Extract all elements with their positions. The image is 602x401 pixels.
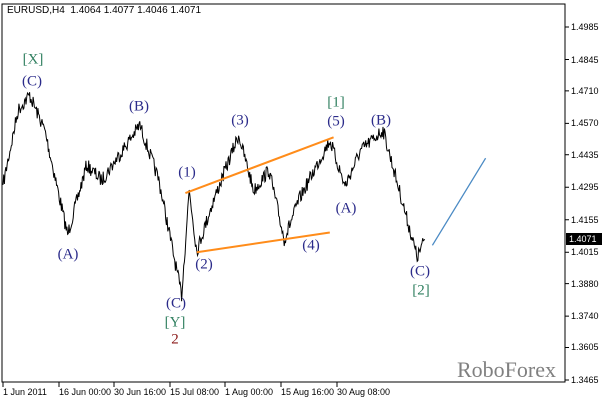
y-tick-label: 1.4155 xyxy=(571,214,599,225)
wave-label: (4) xyxy=(302,237,320,254)
wave-label: [1] xyxy=(327,94,345,111)
wave-label: (A) xyxy=(335,200,357,217)
y-tick-label: 1.4985 xyxy=(571,22,599,32)
watermark: RoboForex xyxy=(457,357,556,382)
wave-label: (B) xyxy=(371,112,391,129)
wave-label: (B) xyxy=(129,98,149,115)
x-tick-label: 15 Aug 16:00 xyxy=(281,387,335,397)
wave-label: (2) xyxy=(195,256,213,273)
y-tick-label: 1.4295 xyxy=(571,182,599,193)
price-line xyxy=(2,91,426,302)
y-tick-label: 1.3880 xyxy=(571,278,599,289)
wave-label: [X] xyxy=(22,51,44,68)
x-tick-label: 15 Jul 08:00 xyxy=(170,387,220,397)
symbol-label: EURUSD,H4 xyxy=(7,5,65,16)
wave-label: (C) xyxy=(22,73,42,90)
wave-label: (1) xyxy=(178,164,196,181)
wave-label: [2] xyxy=(412,282,430,299)
wave-label: [Y] xyxy=(164,314,186,331)
wave-label: (C) xyxy=(166,295,186,312)
ohlc-values: 1.4064 1.4077 1.4046 1.4071 xyxy=(70,5,202,16)
current-price-marker: 1.4071 xyxy=(566,233,602,246)
x-tick-label: 16 Jun 00:00 xyxy=(59,387,112,397)
x-tick-label: 1 Jun 2011 xyxy=(3,387,47,397)
channel-lower-line xyxy=(196,231,330,254)
y-tick-label: 1.4435 xyxy=(571,149,599,160)
wave-label: (3) xyxy=(231,112,249,129)
wave-label: (5) xyxy=(327,113,345,130)
y-tick-label: 1.4570 xyxy=(571,118,599,129)
y-tick-label: 1.3740 xyxy=(571,311,599,322)
plot-frame xyxy=(1,3,566,383)
wave-label: (C) xyxy=(410,263,430,280)
x-tick-label: 1 Aug 00:00 xyxy=(225,387,274,397)
y-tick-label: 1.4015 xyxy=(571,247,599,258)
y-tick-label: 1.4710 xyxy=(571,85,599,96)
y-tick-label: 1.4845 xyxy=(571,54,599,65)
x-tick-label: 30 Jun 16:00 xyxy=(114,387,167,397)
forecast-line xyxy=(431,157,487,246)
wave-label: 2 xyxy=(171,331,179,348)
chart-header: EURUSD,H4 1.4064 1.4077 1.4046 1.4071 xyxy=(7,5,201,16)
wave-label: (A) xyxy=(57,246,79,263)
y-tick-label: 1.3605 xyxy=(571,342,599,353)
x-tick-label: 30 Aug 08:00 xyxy=(337,387,391,397)
channel-upper-line xyxy=(185,136,334,194)
y-tick-label: 1.3465 xyxy=(571,375,599,385)
